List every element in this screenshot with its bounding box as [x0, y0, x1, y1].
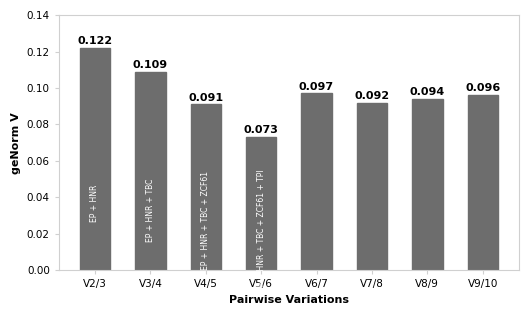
Text: EP + HNR + TBC: EP + HNR + TBC	[146, 179, 155, 242]
Bar	[467, 95, 498, 270]
Text: 0.092: 0.092	[355, 91, 390, 101]
Text: 0.109: 0.109	[133, 60, 168, 70]
Text: 0.096: 0.096	[465, 83, 500, 94]
Bar	[246, 137, 276, 270]
Text: EP + HNR: EP + HNR	[91, 185, 100, 222]
Text: 0.073: 0.073	[244, 125, 279, 136]
Bar	[302, 94, 332, 270]
Text: 0.097: 0.097	[299, 82, 334, 92]
Text: 0.094: 0.094	[410, 87, 445, 97]
Bar	[190, 104, 221, 270]
Bar	[412, 99, 443, 270]
Text: 0.091: 0.091	[188, 93, 223, 103]
Y-axis label: geNorm V: geNorm V	[11, 112, 21, 173]
Text: EP + HNR + TBC + ZCF61 + TPI: EP + HNR + TBC + ZCF61 + TPI	[257, 170, 266, 291]
Bar	[135, 72, 165, 270]
Bar	[357, 103, 387, 270]
Bar	[80, 48, 110, 270]
X-axis label: Pairwise Variations: Pairwise Variations	[229, 295, 349, 305]
Text: EP + HNR + TBC + ZCF61: EP + HNR + TBC + ZCF61	[201, 171, 210, 270]
Text: 0.122: 0.122	[77, 36, 112, 46]
